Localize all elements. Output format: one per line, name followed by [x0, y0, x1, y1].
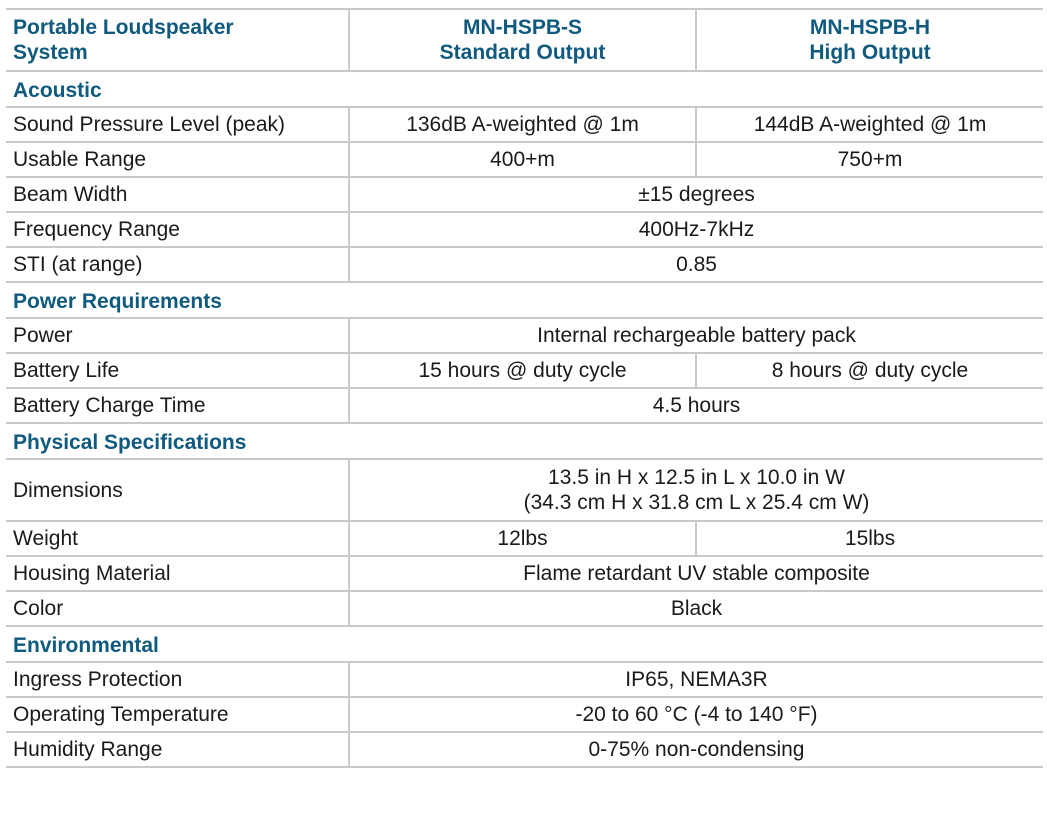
table-row: Weight 12lbs 15lbs: [6, 521, 1043, 557]
row-value-high: 8 hours @ duty cycle: [695, 353, 1043, 389]
section-row-environmental: Environmental: [6, 626, 1043, 663]
table-row: Dimensions 13.5 in H x 12.5 in L x 10.0 …: [6, 459, 1043, 522]
row-value-shared: 4.5 hours: [348, 388, 1043, 424]
table-row: Battery Charge Time 4.5 hours: [6, 388, 1043, 424]
row-label: Weight: [6, 521, 349, 557]
header-product-line1: Portable Loudspeaker: [13, 16, 234, 39]
row-value-shared: Flame retardant UV stable composite: [348, 556, 1043, 592]
row-value-standard: 136dB A-weighted @ 1m: [348, 107, 696, 143]
table-row: Sound Pressure Level (peak) 136dB A-weig…: [6, 107, 1043, 143]
spec-table: Portable Loudspeaker System MN-HSPB-S St…: [6, 8, 1043, 768]
header-model-standard: MN-HSPB-S Standard Output: [348, 8, 696, 72]
row-value-shared: ±15 degrees: [348, 177, 1043, 213]
row-label: Dimensions: [6, 459, 349, 522]
table-row: Ingress Protection IP65, NEMA3R: [6, 662, 1043, 698]
dimensions-metric: (34.3 cm H x 31.8 cm L x 25.4 cm W): [523, 491, 870, 514]
header-high-model: MN-HSPB-H: [809, 16, 931, 39]
section-title-acoustic: Acoustic: [6, 71, 1043, 108]
row-label: Housing Material: [6, 556, 349, 592]
table-row: Frequency Range 400Hz-7kHz: [6, 212, 1043, 248]
row-value-shared: Internal rechargeable battery pack: [348, 318, 1043, 354]
section-row-physical: Physical Specifications: [6, 423, 1043, 460]
row-value-high: 15lbs: [695, 521, 1043, 557]
row-value-standard: 400+m: [348, 142, 696, 178]
section-title-environmental: Environmental: [6, 626, 1043, 663]
spec-sheet: Portable Loudspeaker System MN-HSPB-S St…: [6, 8, 1043, 768]
table-row: Housing Material Flame retardant UV stab…: [6, 556, 1043, 592]
row-label: Humidity Range: [6, 732, 349, 768]
row-label: Battery Charge Time: [6, 388, 349, 424]
row-value-shared: 0.85: [348, 247, 1043, 283]
table-row: STI (at range) 0.85: [6, 247, 1043, 283]
section-row-power: Power Requirements: [6, 282, 1043, 319]
header-standard-model: MN-HSPB-S: [463, 16, 582, 39]
header-standard-subtitle: Standard Output: [439, 41, 606, 64]
dimensions-imperial: 13.5 in H x 12.5 in L x 10.0 in W: [548, 466, 845, 489]
table-row: Battery Life 15 hours @ duty cycle 8 hou…: [6, 353, 1043, 389]
row-value-standard: 12lbs: [348, 521, 696, 557]
row-label: Beam Width: [6, 177, 349, 213]
row-label: Usable Range: [6, 142, 349, 178]
row-label: Frequency Range: [6, 212, 349, 248]
row-value-shared: 13.5 in H x 12.5 in L x 10.0 in W (34.3 …: [348, 459, 1043, 522]
table-row: Beam Width ±15 degrees: [6, 177, 1043, 213]
row-value-shared: -20 to 60 °C (-4 to 140 °F): [348, 697, 1043, 733]
row-value-high: 144dB A-weighted @ 1m: [695, 107, 1043, 143]
row-value-standard: 15 hours @ duty cycle: [348, 353, 696, 389]
row-value-shared: Black: [348, 591, 1043, 627]
row-label: Battery Life: [6, 353, 349, 389]
header-model-high: MN-HSPB-H High Output: [695, 8, 1043, 72]
row-label: STI (at range): [6, 247, 349, 283]
table-row: Color Black: [6, 591, 1043, 627]
row-value-shared: 0-75% non-condensing: [348, 732, 1043, 768]
table-row: Usable Range 400+m 750+m: [6, 142, 1043, 178]
table-row: Power Internal rechargeable battery pack: [6, 318, 1043, 354]
table-row: Operating Temperature -20 to 60 °C (-4 t…: [6, 697, 1043, 733]
header-product-line2: System: [13, 41, 88, 64]
row-label: Power: [6, 318, 349, 354]
row-label: Sound Pressure Level (peak): [6, 107, 349, 143]
row-value-shared: IP65, NEMA3R: [348, 662, 1043, 698]
header-product-name: Portable Loudspeaker System: [6, 8, 349, 72]
row-label: Ingress Protection: [6, 662, 349, 698]
row-value-shared: 400Hz-7kHz: [348, 212, 1043, 248]
table-header-row: Portable Loudspeaker System MN-HSPB-S St…: [6, 8, 1043, 72]
row-value-high: 750+m: [695, 142, 1043, 178]
section-title-physical: Physical Specifications: [6, 423, 1043, 460]
row-label: Color: [6, 591, 349, 627]
table-row: Humidity Range 0-75% non-condensing: [6, 732, 1043, 768]
section-row-acoustic: Acoustic: [6, 71, 1043, 108]
section-title-power: Power Requirements: [6, 282, 1043, 319]
header-high-subtitle: High Output: [809, 41, 931, 64]
row-label: Operating Temperature: [6, 697, 349, 733]
